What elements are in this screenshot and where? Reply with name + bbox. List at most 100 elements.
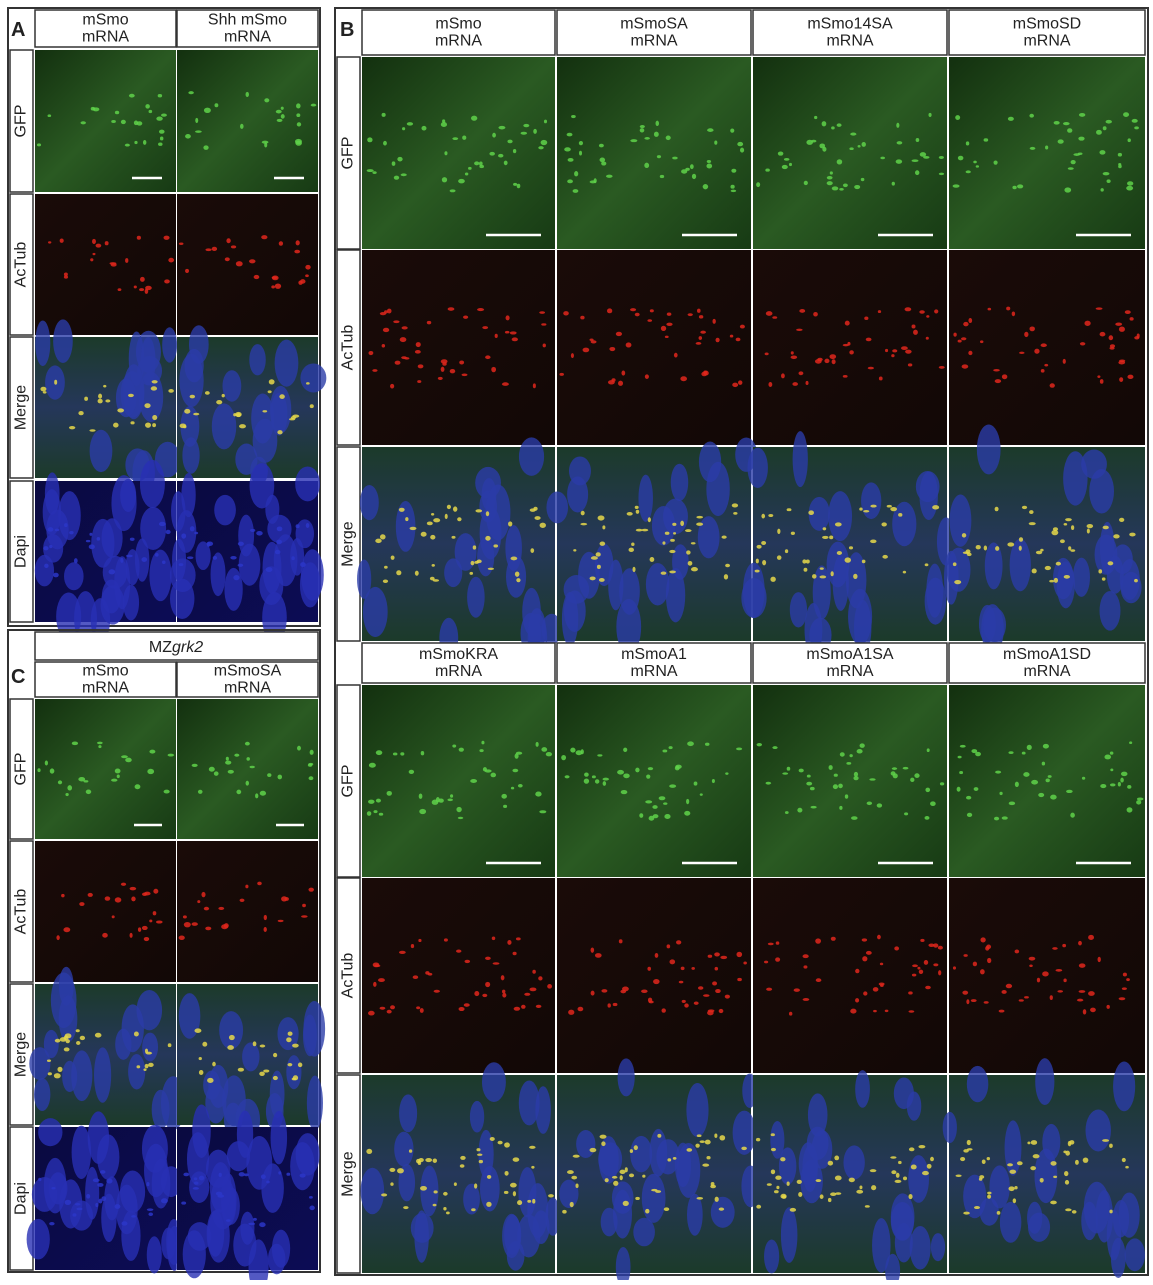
spot — [152, 423, 157, 428]
spot — [601, 1141, 606, 1147]
nucleus — [359, 485, 379, 521]
spot — [459, 360, 465, 365]
spot — [839, 805, 843, 810]
column-header-cell — [752, 642, 948, 684]
spot — [160, 1198, 168, 1204]
spot — [647, 997, 653, 1003]
spot — [590, 556, 598, 560]
spot — [394, 360, 401, 365]
spot — [1081, 776, 1086, 780]
spot — [521, 1004, 526, 1009]
spot — [770, 1147, 777, 1152]
nucleus — [454, 533, 477, 571]
spot — [822, 146, 827, 152]
spot — [539, 522, 546, 528]
spot — [114, 110, 120, 115]
spot — [161, 560, 166, 565]
nucleus — [806, 1126, 829, 1160]
spot — [1078, 963, 1086, 968]
spot — [309, 404, 314, 409]
spot — [827, 1197, 832, 1203]
spot — [185, 134, 191, 139]
spot — [564, 147, 571, 152]
micrograph — [177, 1104, 320, 1285]
spot — [389, 1167, 396, 1173]
spot — [755, 558, 759, 564]
spot — [743, 961, 747, 965]
spot — [462, 135, 467, 140]
spot — [833, 773, 838, 777]
spot — [543, 119, 548, 124]
spot — [248, 1222, 256, 1226]
spot — [1055, 561, 1061, 566]
spot — [647, 517, 651, 523]
spot — [814, 115, 818, 120]
spot — [212, 1061, 216, 1067]
spot — [1049, 579, 1055, 583]
nucleus — [120, 478, 137, 512]
spot — [735, 337, 741, 342]
spot — [103, 384, 107, 388]
spot — [1001, 816, 1008, 820]
spot — [57, 1066, 63, 1072]
spot — [383, 140, 387, 146]
spot — [516, 183, 521, 189]
spot — [676, 940, 682, 945]
spot — [1035, 550, 1043, 555]
spot — [264, 98, 270, 103]
image-bg — [177, 699, 318, 839]
spot — [648, 815, 655, 821]
nucleus — [792, 431, 808, 488]
nucleus — [843, 1145, 865, 1180]
nucleus — [249, 344, 266, 376]
spot — [205, 926, 212, 931]
micrograph — [362, 250, 555, 445]
spot — [153, 888, 159, 894]
spot — [776, 1185, 780, 1190]
spot — [911, 324, 916, 329]
spot — [1082, 1157, 1089, 1163]
spot — [493, 544, 499, 548]
header-line: mRNA — [224, 29, 271, 46]
spot — [582, 347, 590, 353]
spot — [447, 798, 453, 802]
spot — [1050, 1200, 1057, 1205]
spot — [956, 786, 961, 792]
nucleus — [182, 1230, 206, 1279]
micrograph — [34, 459, 176, 646]
spot — [567, 157, 574, 162]
nucleus — [686, 1193, 703, 1236]
spot — [226, 238, 231, 244]
nucleus — [1083, 1181, 1110, 1234]
spot — [221, 393, 225, 398]
spot — [1102, 126, 1107, 131]
spot — [114, 1204, 121, 1209]
spot — [142, 140, 147, 145]
nucleus — [826, 541, 850, 588]
nucleus — [64, 562, 84, 591]
spot — [168, 257, 175, 263]
nucleus — [559, 1179, 579, 1209]
spot — [366, 811, 372, 816]
spot — [136, 1065, 141, 1069]
spot — [827, 1160, 834, 1166]
spot — [520, 131, 528, 135]
spot — [1118, 164, 1122, 169]
spot — [924, 816, 930, 820]
spot — [197, 789, 203, 794]
spot — [158, 142, 163, 146]
header-line: mSmoA1SD — [1003, 646, 1091, 663]
spot — [1107, 561, 1114, 566]
nucleus — [477, 537, 495, 577]
spot — [695, 1143, 700, 1148]
spot — [654, 953, 659, 958]
image-bg — [557, 57, 751, 249]
nucleus — [410, 1212, 434, 1243]
spot — [1007, 542, 1015, 547]
spot — [806, 781, 813, 786]
spot — [443, 1191, 448, 1196]
spot — [432, 1158, 438, 1163]
spot — [790, 531, 795, 535]
nucleus — [780, 1207, 798, 1263]
spot — [939, 782, 945, 786]
